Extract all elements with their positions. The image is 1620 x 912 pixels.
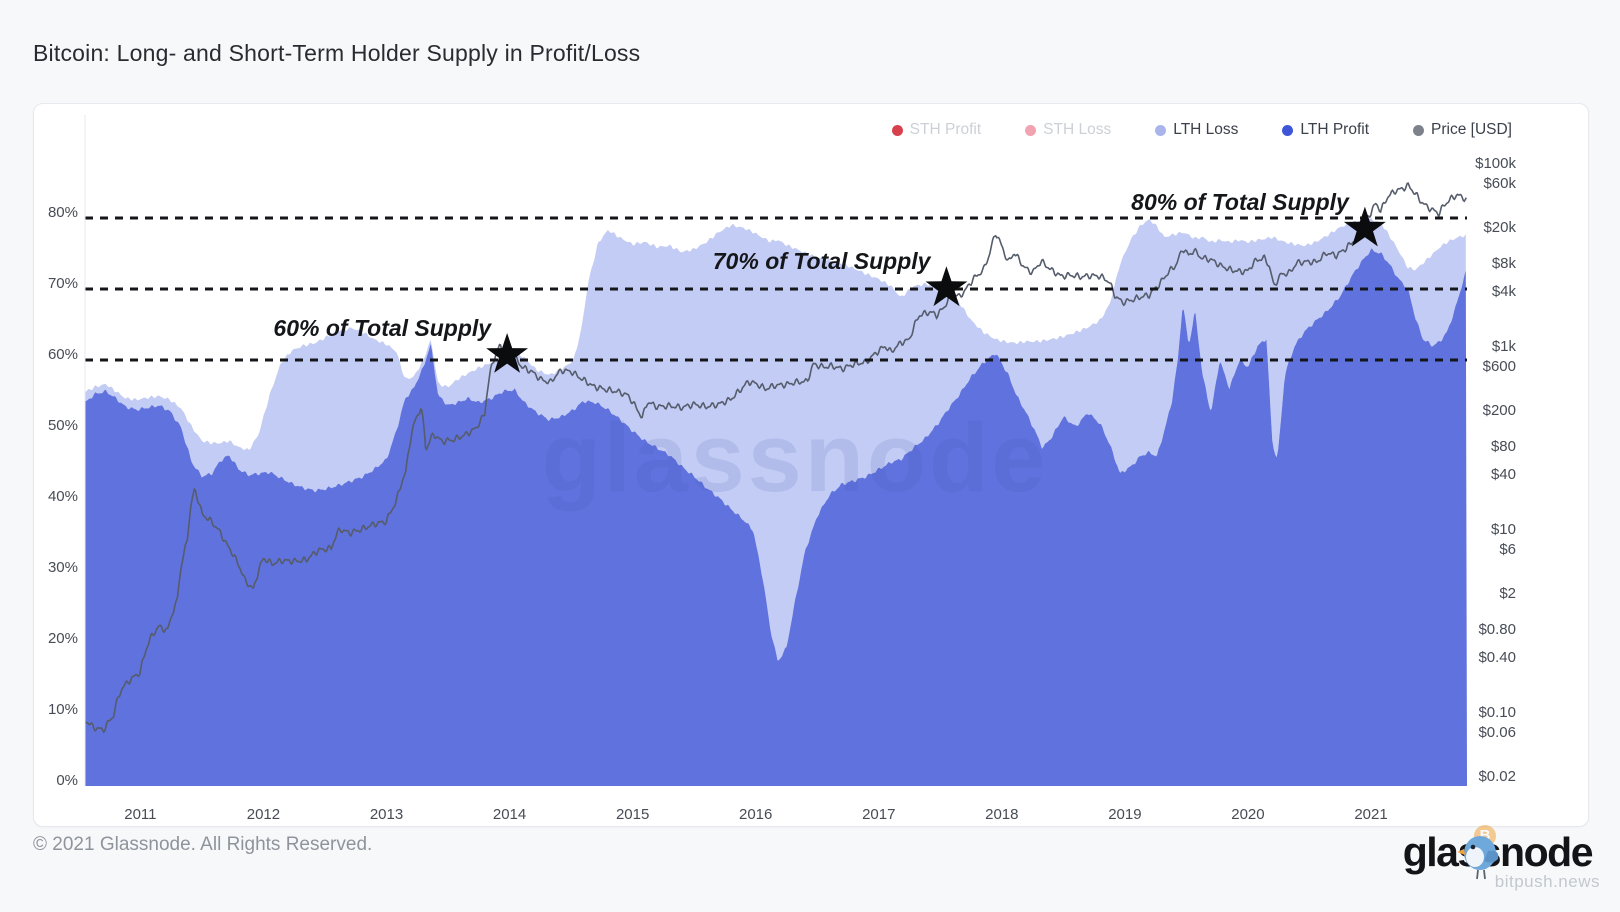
bird-mascot-icon bbox=[1458, 836, 1499, 880]
y-axis-tick-right: $8k bbox=[1491, 255, 1516, 273]
y-axis-tick-left: 40% bbox=[47, 488, 78, 505]
x-axis-tick: 2015 bbox=[615, 806, 650, 823]
legend-label: STH Loss bbox=[1043, 121, 1112, 138]
legend-item-lth-loss[interactable]: LTH Loss bbox=[1155, 121, 1238, 139]
y-axis-tick-right: $0.40 bbox=[1478, 648, 1516, 666]
y-axis-tick-right: $1k bbox=[1491, 338, 1516, 355]
y-axis-tick-right: $80 bbox=[1490, 438, 1516, 456]
y-axis-tick-left: 10% bbox=[47, 701, 78, 718]
legend-dot-icon bbox=[1282, 124, 1294, 136]
y-axis-tick-left: 30% bbox=[47, 559, 78, 576]
legend-label: LTH Profit bbox=[1300, 121, 1370, 138]
y-axis-tick-left: 0% bbox=[56, 772, 78, 789]
lth-profit-area bbox=[85, 248, 1467, 787]
y-axis-tick-right: $0.02 bbox=[1478, 767, 1516, 785]
y-axis-tick-right: $10 bbox=[1490, 521, 1516, 538]
legend-dot-icon bbox=[1155, 124, 1167, 136]
y-axis-tick-left: 60% bbox=[47, 346, 78, 363]
legend-dot-icon bbox=[891, 124, 903, 136]
supply-star-3 bbox=[1343, 206, 1386, 247]
legend-label: LTH Loss bbox=[1173, 121, 1239, 138]
page-title: Bitcoin: Long- and Short-Term Holder Sup… bbox=[33, 40, 641, 66]
supply-star-1 bbox=[486, 333, 528, 373]
y-axis-tick-left: 70% bbox=[47, 275, 78, 292]
legend-label: Price [USD] bbox=[1431, 121, 1512, 138]
y-axis-tick-right: $40 bbox=[1490, 465, 1516, 483]
annotation-70pct: 70% of Total Supply bbox=[712, 248, 931, 275]
lth-loss-area bbox=[85, 218, 1466, 661]
legend-item-lth-profit[interactable]: LTH Profit bbox=[1282, 121, 1369, 139]
x-axis-tick: 2019 bbox=[1108, 806, 1142, 823]
y-axis-tick-left: 80% bbox=[47, 204, 78, 221]
x-axis-tick: 2018 bbox=[985, 806, 1019, 823]
x-axis-tick: 2020 bbox=[1231, 806, 1265, 823]
chart-legend: STH Profit STH Loss LTH Loss LTH Profit Pric… bbox=[891, 121, 1512, 139]
y-axis-tick-right: $4k bbox=[1491, 282, 1516, 300]
legend-label: STH Profit bbox=[909, 121, 982, 138]
x-axis-tick: 2017 bbox=[862, 806, 896, 823]
y-axis-tick-right: $200 bbox=[1482, 401, 1516, 419]
y-axis-tick-right: $0.80 bbox=[1478, 621, 1516, 639]
y-axis-tick-right: $60k bbox=[1483, 175, 1516, 193]
x-axis-tick: 2016 bbox=[739, 806, 773, 823]
x-axis-tick: 2014 bbox=[492, 806, 527, 823]
y-axis-tick-right: $2 bbox=[1499, 584, 1516, 602]
y-axis-tick-right: $600 bbox=[1482, 358, 1516, 376]
bitpush-watermark: bitpush.news bbox=[1494, 872, 1600, 891]
copyright-text: © 2021 Glassnode. All Rights Reserved. bbox=[33, 834, 373, 855]
y-axis-tick-right: $100k bbox=[1475, 155, 1516, 172]
glassnode-wordmark: glassnode bbox=[1402, 829, 1594, 875]
x-axis-tick: 2021 bbox=[1354, 806, 1388, 823]
x-axis-tick: 2011 bbox=[124, 806, 157, 823]
legend-dot-icon bbox=[1413, 124, 1425, 136]
y-axis-tick-left: 50% bbox=[47, 417, 78, 434]
glassnode-logo: glassnode B bitpush.news bbox=[1402, 825, 1599, 891]
x-axis-tick: 2013 bbox=[369, 806, 404, 823]
x-axis-tick: 2012 bbox=[246, 806, 281, 823]
legend-item-sth-profit[interactable]: STH Profit bbox=[891, 121, 982, 139]
legend-item-price-usd-[interactable]: Price [USD] bbox=[1413, 121, 1512, 139]
y-axis-tick-right: $0.10 bbox=[1478, 704, 1516, 721]
y-axis-tick-right: $20k bbox=[1483, 218, 1516, 236]
annotation-60pct: 60% of Total Supply bbox=[273, 315, 492, 342]
y-axis-tick-right: $6 bbox=[1499, 541, 1516, 559]
y-axis-tick-right: $0.06 bbox=[1478, 724, 1516, 742]
legend-item-sth-loss[interactable]: STH Loss bbox=[1025, 121, 1111, 139]
annotation-80pct: 80% of Total Supply bbox=[1131, 188, 1349, 215]
y-axis-tick-left: 20% bbox=[47, 630, 78, 647]
price-line bbox=[85, 182, 1467, 734]
legend-dot-icon bbox=[1025, 124, 1037, 136]
supply-star-2 bbox=[925, 266, 968, 307]
